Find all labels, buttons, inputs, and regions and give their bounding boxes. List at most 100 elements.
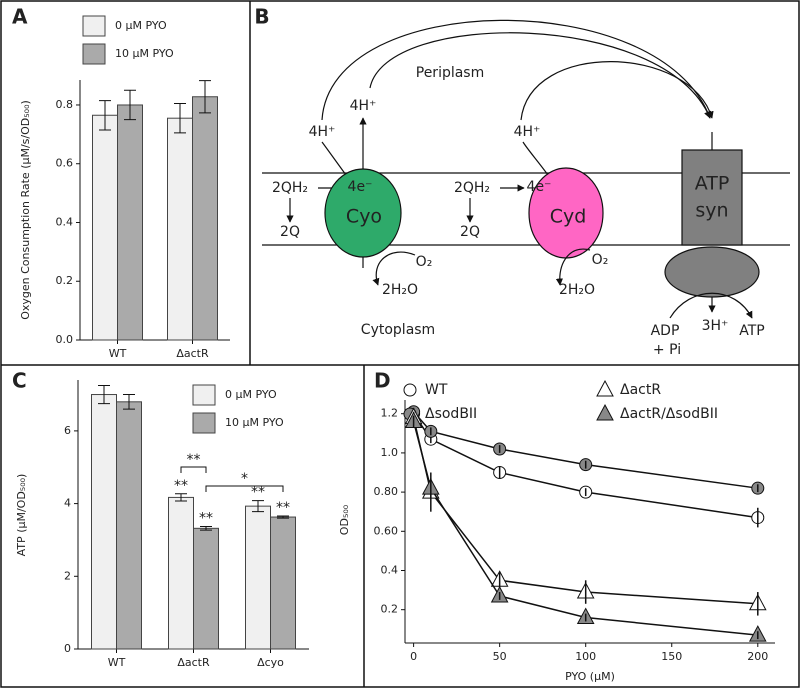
substrate-label: + Pi (653, 342, 681, 358)
x-tick-label: WT (108, 656, 126, 669)
panel-label: B (254, 5, 269, 29)
legend-swatch (82, 15, 106, 37)
legend-label: ΔsodBII (425, 406, 477, 422)
bar (167, 117, 193, 341)
y-tick-label: 0.4 (56, 215, 74, 228)
proton-label: 4H⁺ (514, 124, 541, 140)
y-tick-label: 2 (64, 569, 71, 582)
x-tick-label: 100 (575, 650, 596, 663)
significance-label: ** (276, 500, 290, 516)
bar (92, 114, 118, 341)
legend-label: WT (425, 382, 448, 398)
y-tick-label: 0.6 (56, 157, 74, 170)
y-tick-label: 0.80 (374, 485, 399, 498)
error-bar (199, 80, 211, 114)
y-tick-label: 4 (64, 497, 71, 510)
periplasm-label: Periplasm (416, 65, 485, 81)
legend-swatch (82, 43, 106, 65)
enzyme-label: Cyo (346, 206, 382, 228)
product-label: 2Q (460, 224, 480, 240)
panel-label: A (12, 5, 28, 29)
bar (117, 104, 143, 341)
legend-swatch (192, 412, 216, 434)
error-bar (200, 525, 212, 531)
significance-bracket (180, 466, 207, 473)
legend-label: 10 µM PYO (115, 47, 174, 60)
x-axis-label: PYO (µM) (565, 670, 615, 683)
legend-label: ΔactR (620, 382, 661, 398)
series-line (413, 411, 758, 489)
significance-bracket (205, 485, 284, 492)
bar (193, 527, 219, 650)
x-tick-label: 200 (747, 650, 768, 663)
error-bar (277, 515, 289, 519)
water-label: 2H₂O (559, 282, 595, 298)
atp-synthase (681, 149, 743, 246)
significance-label: * (241, 471, 248, 487)
y-tick-label: 0.60 (374, 524, 399, 537)
panel-label: C (12, 369, 27, 393)
cytoplasm-label: Cytoplasm (361, 322, 435, 338)
error-bar (99, 100, 111, 131)
error-bar (98, 384, 110, 405)
water-label: 2H₂O (382, 282, 418, 298)
enzyme-label: syn (695, 200, 728, 222)
significance-label: ** (187, 452, 201, 468)
bar (91, 394, 117, 650)
y-tick-label: 0.0 (56, 333, 74, 346)
y-axis-label: Oxygen Consumption Rate (µM/s/OD₅₀₀) (19, 100, 32, 320)
proton-label: 3H⁺ (702, 318, 729, 334)
proton-label: 4H⁺ (309, 124, 336, 140)
x-tick-label: ΔactR (176, 347, 209, 360)
proton-label: 4H⁺ (350, 98, 377, 114)
significance-label: ** (251, 485, 265, 501)
y-tick-label: 0 (64, 642, 71, 655)
series-line (412, 417, 758, 605)
bar (168, 496, 194, 650)
enzyme-label: Cyd (550, 206, 587, 228)
error-bar (174, 103, 186, 134)
error-bar (252, 500, 264, 513)
marker (596, 379, 614, 397)
error-bar (175, 493, 187, 502)
product-label: ATP (739, 323, 764, 339)
y-tick-label: 0.8 (56, 98, 74, 111)
electron-label: 4e⁻ (348, 179, 373, 195)
significance-label: ** (174, 478, 188, 494)
y-tick-label: 6 (64, 424, 71, 437)
bar (245, 505, 271, 650)
donor-label: 2QH₂ (272, 180, 308, 196)
electron-label: 4e⁻ (527, 179, 552, 195)
significance-label: ** (199, 510, 213, 526)
legend-swatch (192, 384, 216, 406)
product-label: 2Q (280, 224, 300, 240)
x-tick-label: WT (109, 347, 127, 360)
y-tick-label: 1.2 (381, 407, 399, 420)
enzyme-label: ATP (695, 173, 730, 195)
x-tick-label: 0 (410, 650, 417, 663)
oxygen-label: O₂ (416, 254, 433, 270)
y-tick-label: 0.4 (381, 563, 399, 576)
diagram-labels: B Periplasm Cytoplasm 4H⁺ 4H⁺ 2QH₂ 2Q 4e… (254, 5, 764, 359)
panel-label: D (374, 369, 391, 393)
y-axis-label: OD₅₀₀ (338, 504, 351, 535)
marker (596, 403, 614, 421)
marker (403, 383, 417, 397)
y-axis-label: ATP (µM/OD₅₀₀) (15, 474, 28, 557)
diagram (262, 19, 790, 319)
y-tick-label: 0.2 (56, 274, 74, 287)
y-tick-label: 1.0 (381, 446, 399, 459)
x-tick-label: Δcyo (257, 656, 284, 669)
bar (270, 516, 296, 650)
x-tick-label: 150 (661, 650, 682, 663)
legend-label: ΔactR/ΔsodBII (620, 406, 718, 422)
bar (116, 401, 142, 650)
error-bar (123, 394, 135, 410)
atp-synthase-f1 (664, 246, 760, 298)
legend-label: 0 µM PYO (225, 388, 277, 401)
legend-label: 10 µM PYO (225, 416, 284, 429)
x-tick-label: ΔactR (177, 656, 210, 669)
